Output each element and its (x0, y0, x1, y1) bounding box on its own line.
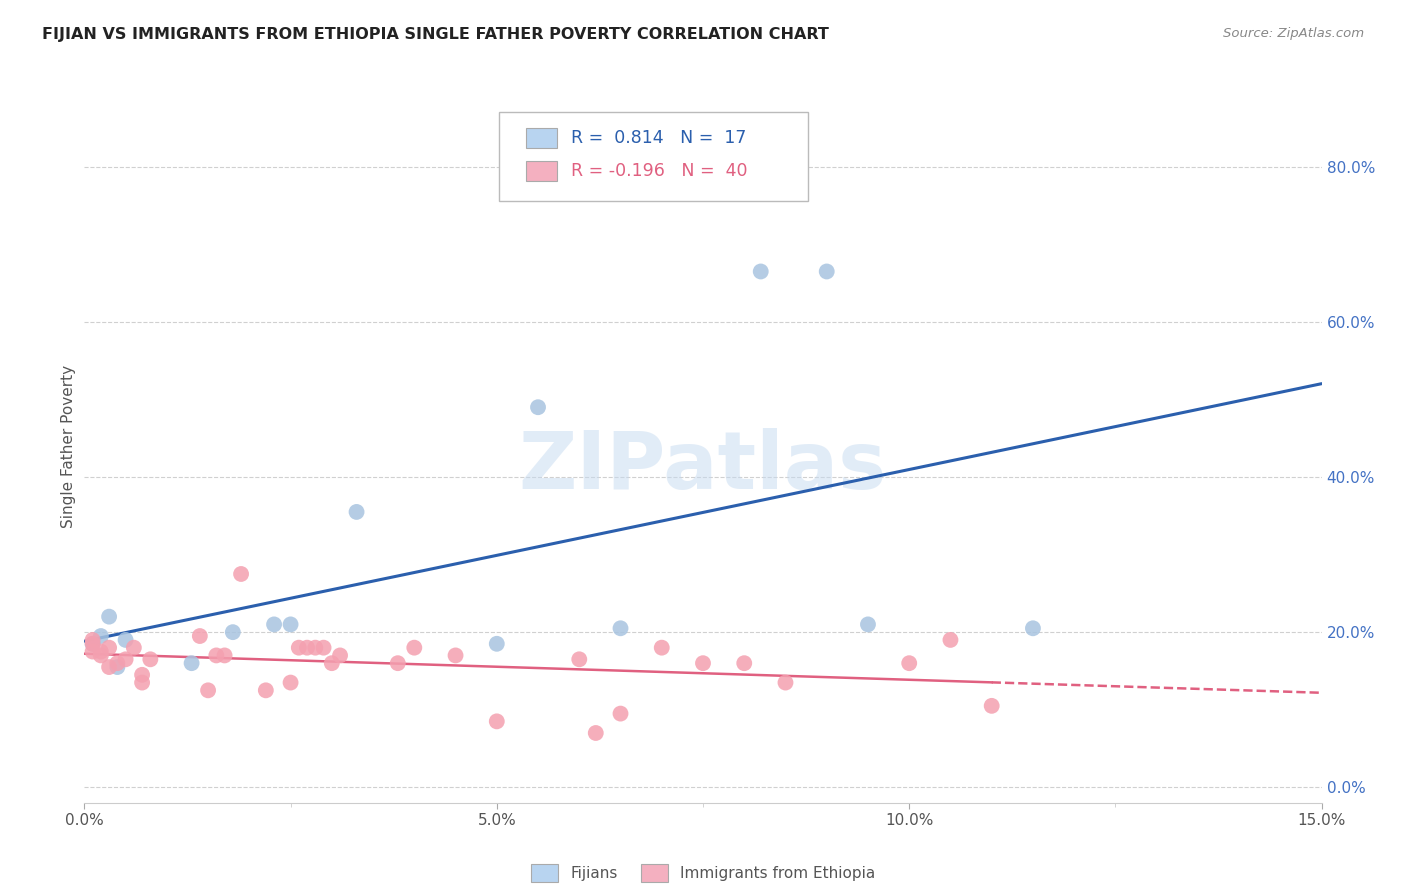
Point (387, 656, 409, 670)
Point (651, 640, 673, 655)
Point (444, 648, 467, 663)
Point (527, 401, 550, 415)
Point (82, 632, 104, 647)
Point (1022, 621, 1045, 635)
Point (98, 609, 121, 624)
Point (98, 640, 121, 655)
Point (609, 706, 631, 721)
Text: R =  0.814   N =  17: R = 0.814 N = 17 (571, 129, 747, 147)
Point (105, 660, 128, 674)
Point (329, 648, 352, 663)
Point (295, 640, 318, 655)
Point (692, 656, 714, 670)
Point (105, 656, 128, 670)
Point (197, 683, 219, 698)
Point (90, 644, 112, 658)
Point (288, 640, 311, 655)
Point (114, 632, 136, 647)
Point (485, 714, 508, 729)
Point (205, 648, 228, 663)
Point (90, 648, 112, 663)
Point (321, 656, 343, 670)
Point (82, 637, 104, 651)
Point (980, 698, 1002, 713)
Point (346, 505, 368, 519)
Point (229, 566, 252, 581)
Point (254, 683, 277, 698)
Point (609, 621, 631, 635)
Point (815, 264, 838, 278)
Point (749, 264, 772, 278)
Point (122, 640, 145, 655)
Point (280, 617, 302, 632)
Text: R = -0.196   N =  40: R = -0.196 N = 40 (571, 162, 748, 180)
Text: FIJIAN VS IMMIGRANTS FROM ETHIOPIA SINGLE FATHER POVERTY CORRELATION CHART: FIJIAN VS IMMIGRANTS FROM ETHIOPIA SINGL… (42, 27, 830, 42)
Point (131, 675, 153, 690)
Point (188, 629, 211, 643)
Point (775, 675, 797, 690)
Point (404, 640, 426, 655)
Point (304, 640, 326, 655)
Point (131, 668, 153, 682)
Text: ZIPatlas: ZIPatlas (519, 428, 887, 507)
Point (568, 652, 591, 666)
Point (90, 629, 112, 643)
Text: Source: ZipAtlas.com: Source: ZipAtlas.com (1223, 27, 1364, 40)
Point (82, 644, 104, 658)
Legend: Fijians, Immigrants from Ethiopia: Fijians, Immigrants from Ethiopia (524, 858, 882, 888)
Point (485, 637, 508, 651)
Y-axis label: Single Father Poverty: Single Father Poverty (60, 365, 76, 527)
Point (222, 625, 245, 640)
Point (898, 656, 921, 670)
Point (585, 726, 607, 740)
Point (139, 652, 162, 666)
Point (98, 660, 121, 674)
Point (180, 656, 202, 670)
Point (856, 617, 879, 632)
Point (82, 637, 104, 651)
Point (114, 652, 136, 666)
Point (733, 656, 755, 670)
Point (214, 648, 236, 663)
Point (312, 640, 335, 655)
Point (263, 617, 285, 632)
Point (280, 675, 302, 690)
Point (939, 632, 962, 647)
